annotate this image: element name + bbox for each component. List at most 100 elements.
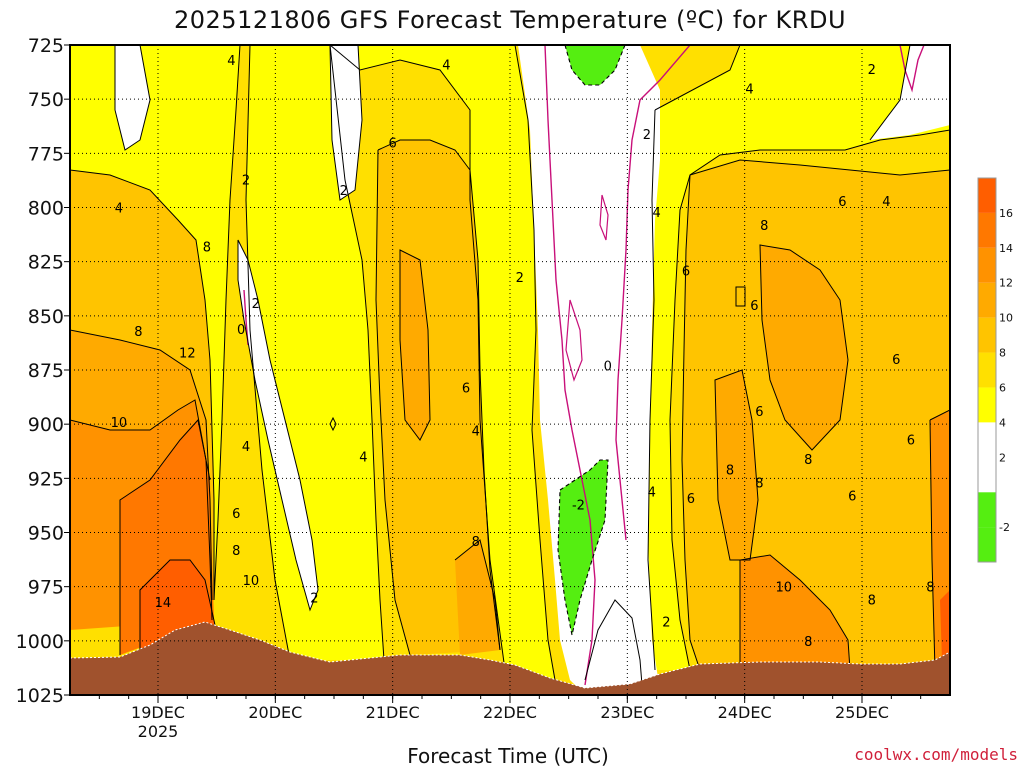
- contour-label: 2: [242, 173, 250, 188]
- band-0-2-top-mid: [330, 45, 362, 200]
- x-tick-label: 24DEC: [718, 703, 772, 722]
- legend-frame: [977, 177, 997, 563]
- contour-label: 4: [242, 440, 250, 455]
- contour-label: 10: [243, 574, 260, 589]
- band-neg-upper: [565, 45, 625, 85]
- contour-label: 2: [868, 63, 876, 78]
- contour-label: 4: [115, 202, 123, 217]
- chart-title: 2025121806 GFS Forecast Temperature (ºC)…: [174, 6, 846, 34]
- legend-swatch: [978, 212, 996, 248]
- legend-swatch: [978, 422, 996, 458]
- contour-label: 6: [750, 299, 758, 314]
- band-8-10-center: [400, 250, 430, 440]
- band-2-4-upper-mid: [330, 45, 555, 680]
- legend-tick-label: 16: [999, 207, 1013, 220]
- grid-layer: [70, 44, 950, 696]
- band-8-10-right-mid: [715, 370, 758, 560]
- zero-contour-right: [615, 45, 691, 541]
- legend-swatch: [978, 527, 996, 562]
- x-tick-year: 2025: [138, 722, 179, 741]
- ground-terrain: [70, 621, 950, 695]
- legend-swatch: [978, 317, 996, 353]
- contour-label: 14: [155, 596, 172, 611]
- zero-contour-top-right: [899, 45, 925, 93]
- contour-label: 2: [662, 615, 670, 630]
- contour-label: 6: [838, 195, 846, 210]
- contour-label: 6: [755, 405, 763, 420]
- x-tick-label: 25DEC: [835, 703, 889, 722]
- legend-swatch: [978, 178, 996, 213]
- contour-label: -2: [572, 498, 585, 513]
- neg2-contour-upper: [564, 45, 626, 86]
- contour-label: 2: [310, 592, 318, 607]
- y-tick-label: 1000: [16, 631, 64, 653]
- contour-label: 4: [745, 82, 753, 97]
- y-tick-label: 825: [28, 252, 64, 274]
- contour-label: 10: [776, 581, 793, 596]
- contour-label: 8: [232, 544, 240, 559]
- y-tick-label: 800: [28, 198, 64, 220]
- contour-label: 4: [882, 195, 890, 210]
- contour-label: 2: [643, 128, 651, 143]
- band-neg-lower: [558, 460, 608, 635]
- contour-label: 6: [389, 137, 397, 152]
- legend-swatch: [978, 492, 996, 528]
- contour-label: 12: [179, 347, 196, 362]
- contour-label: 6: [848, 490, 856, 505]
- y-tick-label: 950: [28, 523, 64, 545]
- y-tick-label: 750: [28, 89, 64, 111]
- contour-label: 4: [442, 59, 450, 74]
- y-tick-label: 775: [28, 143, 64, 165]
- x-tick-label: 22DEC: [483, 703, 537, 722]
- legend-tick-label: -2: [999, 521, 1010, 534]
- contour-label: 0: [237, 323, 245, 338]
- legend-swatch: [978, 282, 996, 318]
- y-tick-label: 925: [28, 468, 64, 490]
- legend-swatch: [978, 387, 996, 423]
- contour-label: 8: [472, 535, 480, 550]
- legend-swatch: [978, 247, 996, 283]
- contour-label: 8: [134, 325, 142, 340]
- x-tick-label: 20DEC: [248, 703, 302, 722]
- contour-label: 8: [926, 581, 934, 596]
- contour-label: 8: [804, 453, 812, 468]
- y-axis: 725 750 775 800 825 850 875 900 925 950 975 1000 102…: [16, 35, 70, 707]
- contour-label: 8: [868, 594, 876, 609]
- contour-label: 4: [227, 54, 235, 69]
- credit-text[interactable]: coolwx.com/models: [854, 745, 1018, 764]
- contour-label: 6: [892, 353, 900, 368]
- zero-contour-inner: [599, 194, 609, 241]
- x-tick-label: 23DEC: [600, 703, 654, 722]
- contour-label: 4: [648, 485, 656, 500]
- y-tick-label: 975: [28, 577, 64, 599]
- band-0-2-central: [518, 45, 660, 695]
- contour-label: 6: [232, 507, 240, 522]
- x-axis-label: Forecast Time (UTC): [407, 744, 609, 768]
- legend-swatch: [978, 457, 996, 493]
- contour-label: 0: [604, 360, 612, 375]
- legend-tick-label: 10: [999, 312, 1013, 325]
- legend-tick-label: 6: [999, 381, 1006, 394]
- band-0-2-top-right: [870, 45, 950, 140]
- y-tick-label: 875: [28, 360, 64, 382]
- contour-label: 4: [472, 425, 480, 440]
- band-8-10-lower: [455, 540, 500, 655]
- contour-label: 2: [340, 184, 348, 199]
- contour-label: 8: [804, 635, 812, 650]
- contour-label: 6: [682, 264, 690, 279]
- legend-tick-label: 14: [999, 242, 1013, 255]
- contour-label: 10: [111, 416, 128, 431]
- color-legend: -2 2 4 6 8 10 12 14 16: [977, 177, 1013, 563]
- legend-tick-label: 12: [999, 277, 1013, 290]
- x-tick-label: 21DEC: [366, 703, 420, 722]
- legend-swatch: [978, 352, 996, 388]
- y-tick-label: 1025: [16, 685, 64, 707]
- contour-label: 2: [516, 271, 524, 286]
- contour-label: 8: [203, 241, 211, 256]
- contour-label: 8: [760, 219, 768, 234]
- band-0-2-left-column: [238, 240, 318, 610]
- isotherm-lines: [70, 45, 950, 686]
